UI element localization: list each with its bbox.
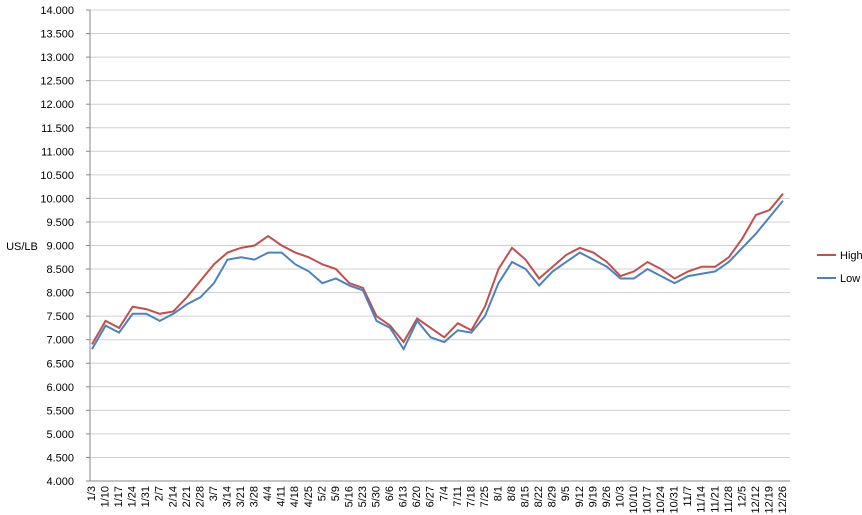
x-tick-label: 9/19 [587, 486, 599, 507]
x-tick-label: 5/9 [330, 486, 342, 501]
x-tick-label: 8/15 [520, 486, 532, 507]
y-axis-title: US/LB [6, 241, 38, 253]
x-tick-label: 5/16 [343, 486, 355, 507]
x-tick-label: 9/5 [560, 486, 572, 501]
x-tick-label: 7/4 [438, 486, 450, 501]
y-tick-label: 10.000 [40, 193, 74, 205]
x-tick-label: 1/17 [113, 486, 125, 507]
x-tick-label: 3/14 [221, 486, 233, 507]
y-tick-label: 9.500 [46, 217, 74, 229]
y-tick-label: 11.000 [41, 146, 74, 158]
x-tick-label: 10/3 [614, 486, 626, 507]
x-tick-label: 10/24 [655, 486, 667, 514]
x-tick-label: 1/10 [100, 486, 112, 507]
series-line [91, 193, 784, 345]
x-tick-label: 7/25 [479, 486, 491, 507]
x-tick-label: 4/11 [276, 486, 288, 507]
x-tick-label: 5/2 [316, 486, 328, 501]
y-tick-label: 7.500 [46, 311, 74, 323]
x-tick-label: 12/26 [777, 486, 789, 514]
x-tick-label: 4/4 [262, 486, 274, 501]
y-tick-label: 8.000 [46, 288, 74, 300]
x-tick-label: 1/3 [86, 486, 98, 501]
x-tick-label: 8/1 [492, 486, 504, 501]
x-tick-label: 12/12 [750, 486, 762, 514]
x-tick-label: 5/30 [371, 486, 383, 507]
y-tick-label: 5.000 [46, 429, 74, 441]
x-tick-label: 1/31 [140, 486, 152, 507]
x-tick-label: 2/14 [167, 486, 179, 507]
x-tick-label: 6/27 [425, 486, 437, 507]
y-tick-label: 11.500 [41, 123, 74, 135]
x-tick-label: 8/22 [533, 486, 545, 507]
legend-label: High [840, 250, 862, 262]
x-tick-label: 10/31 [669, 486, 681, 514]
x-tick-label: 11/14 [696, 486, 708, 513]
x-tick-label: 6/20 [411, 486, 423, 507]
x-tick-label: 10/17 [642, 486, 654, 514]
y-tick-label: 4.500 [46, 452, 74, 464]
y-tick-label: 13.000 [40, 52, 74, 64]
y-tick-label: 13.500 [40, 29, 74, 41]
x-tick-label: 3/28 [249, 486, 261, 507]
y-tick-label: 6.000 [46, 382, 74, 394]
x-tick-label: 12/19 [763, 486, 775, 514]
x-tick-label: 9/26 [601, 486, 613, 507]
y-tick-label: 6.500 [46, 358, 74, 370]
x-tick-label: 4/25 [303, 486, 315, 507]
legend-label: Low [840, 273, 860, 285]
y-tick-label: 9.000 [46, 241, 74, 253]
x-tick-label: 6/6 [384, 486, 396, 501]
x-tick-label: 11/7 [682, 486, 694, 507]
x-tick-label: 7/11 [452, 486, 464, 507]
x-tick-label: 11/21 [709, 486, 721, 513]
x-tick-label: 11/28 [723, 486, 735, 513]
x-tick-label: 2/21 [181, 486, 193, 507]
y-tick-label: 7.000 [46, 335, 74, 347]
y-tick-label: 8.500 [46, 264, 74, 276]
y-tick-label: 12.000 [40, 99, 74, 111]
x-tick-label: 8/8 [506, 486, 518, 501]
y-tick-label: 12.500 [40, 76, 74, 88]
x-tick-label: 8/29 [547, 486, 559, 507]
y-tick-label: 5.500 [46, 405, 74, 417]
x-tick-label: 6/13 [398, 486, 410, 507]
x-tick-label: 2/7 [154, 486, 166, 501]
x-tick-label: 7/18 [465, 486, 477, 507]
x-tick-label: 1/24 [127, 486, 139, 507]
x-tick-label: 12/5 [736, 486, 748, 507]
y-tick-label: 4.000 [46, 476, 74, 488]
x-tick-label: 2/28 [194, 486, 206, 507]
y-tick-label: 10.500 [40, 170, 74, 182]
x-tick-label: 3/21 [235, 486, 247, 507]
x-tick-label: 3/7 [208, 486, 220, 501]
y-tick-label: 14.000 [40, 5, 74, 17]
x-tick-label: 5/23 [357, 486, 369, 507]
series-line [91, 200, 784, 352]
x-tick-label: 10/10 [628, 486, 640, 514]
x-tick-label: 9/12 [574, 486, 586, 507]
x-tick-label: 4/18 [289, 486, 301, 507]
